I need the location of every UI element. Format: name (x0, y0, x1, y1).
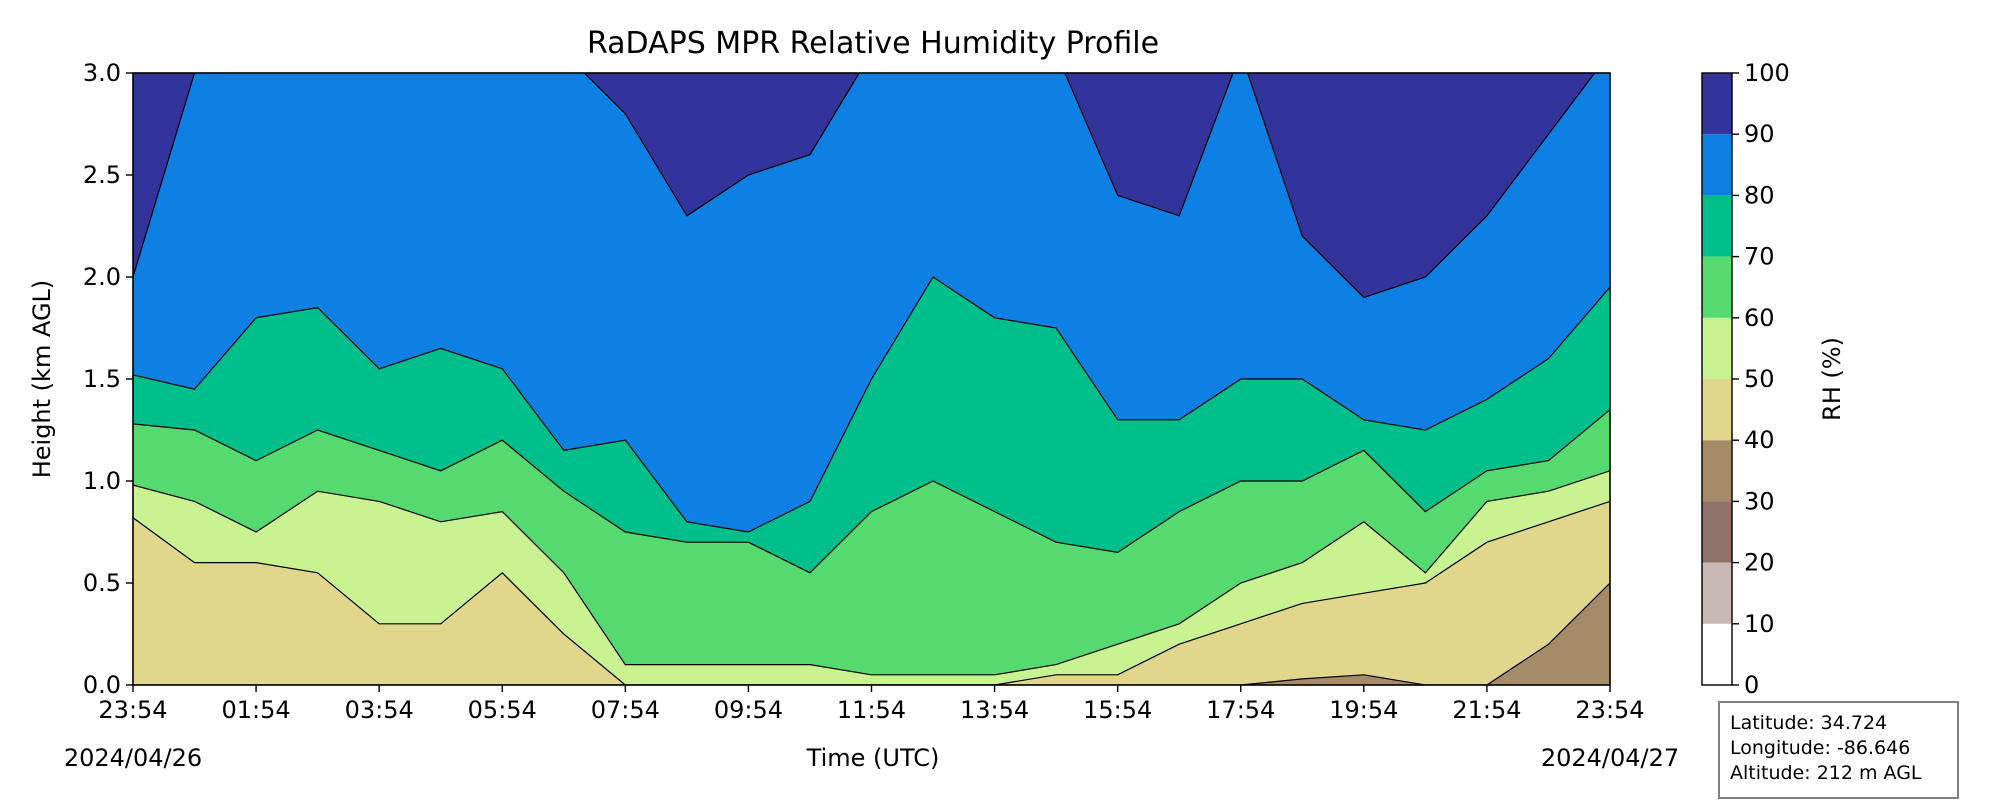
x-tick-label: 13:54 (960, 696, 1029, 724)
end-date-label: 2024/04/27 (1541, 744, 1679, 772)
colorbar-segment (1702, 379, 1732, 441)
band-rh-50-60-contour-line (133, 470, 1610, 676)
x-tick-label: 11:54 (837, 696, 906, 724)
y-axis: 0.0 0.5 1.0 1.5 2.0 2.5 3.0 (83, 59, 133, 699)
colorbar-tick-label: 70 (1744, 243, 1775, 271)
contour-layer (133, 73, 1610, 685)
colorbar-tick-label: 30 (1744, 487, 1775, 515)
y-tick-label: 3.0 (83, 59, 121, 87)
y-tick-label: 2.0 (83, 263, 121, 291)
x-tick-label: 19:54 (1329, 696, 1398, 724)
y-tick-label: 1.0 (83, 467, 121, 495)
colorbar-tick-label: 10 (1744, 610, 1775, 638)
band-rh-40-50-contour-line (133, 500, 1610, 685)
colorbar-segment (1702, 562, 1732, 624)
colorbar-segment (1702, 134, 1732, 196)
x-tick-label: 09:54 (714, 696, 783, 724)
colorbar-segment (1702, 501, 1732, 563)
colorbar-tick-label: 20 (1744, 549, 1775, 577)
colorbar-segment (1702, 73, 1732, 135)
colorbar-segment (1702, 623, 1732, 685)
y-tick-label: 2.5 (83, 161, 121, 189)
x-tick-label: 21:54 (1452, 696, 1521, 724)
colorbar-tick-label: 0 (1744, 671, 1759, 699)
colorbar-tick-label: 60 (1744, 304, 1775, 332)
band-rh-70-80-contour-line (133, 276, 1610, 533)
latitude-text: Latitude: 34.724 (1730, 712, 1888, 734)
longitude-text: Longitude: -86.646 (1730, 737, 1911, 759)
x-tick-label: 05:54 (468, 696, 537, 724)
x-tick-label: 07:54 (591, 696, 660, 724)
band-rh-40-50 (133, 501, 1610, 685)
y-axis-label: Height (km AGL) (28, 280, 56, 479)
y-tick-label: 1.5 (83, 365, 121, 393)
colorbar-segment (1702, 317, 1732, 379)
x-tick-label: 15:54 (1083, 696, 1152, 724)
y-tick-label: 0.5 (83, 569, 121, 597)
x-tick-label: 17:54 (1206, 696, 1275, 724)
colorbar-tick-label: 50 (1744, 365, 1775, 393)
x-tick-label: 23:54 (1575, 696, 1644, 724)
x-tick-label: 03:54 (345, 696, 414, 724)
colorbar-segment (1702, 195, 1732, 257)
altitude-text: Altitude: 212 m AGL (1730, 762, 1922, 784)
chart-title: RaDAPS MPR Relative Humidity Profile (587, 26, 1159, 61)
y-tick-label: 0.0 (83, 671, 121, 699)
station-info-box: Latitude: 34.724 Longitude: -86.646 Alti… (1718, 701, 1959, 799)
colorbar-label: RH (%) (1818, 337, 1846, 421)
x-axis-label: Time (UTC) (806, 744, 940, 772)
colorbar: 0 10 20 30 40 50 60 70 80 90 100 (1701, 59, 1790, 699)
x-axis: 23:54 01:54 03:54 05:54 07:54 09:54 11:54 13:54… (98, 685, 1645, 724)
colorbar-segment (1702, 256, 1732, 318)
x-tick-label: 01:54 (221, 696, 290, 724)
colorbar-segment (1702, 440, 1732, 502)
band-rh-30-40-contour-line (133, 582, 1610, 685)
band-rh-80-90-contour-line (133, 73, 1596, 299)
x-tick-label: 23:54 (98, 696, 167, 724)
start-date-label: 2024/04/26 (64, 744, 202, 772)
colorbar-tick-label: 80 (1744, 181, 1775, 209)
band-rh-60-70-contour-line (133, 409, 1610, 574)
colorbar-tick-label: 40 (1744, 426, 1775, 454)
colorbar-tick-label: 90 (1744, 120, 1775, 148)
colorbar-tick-label: 100 (1744, 59, 1790, 87)
